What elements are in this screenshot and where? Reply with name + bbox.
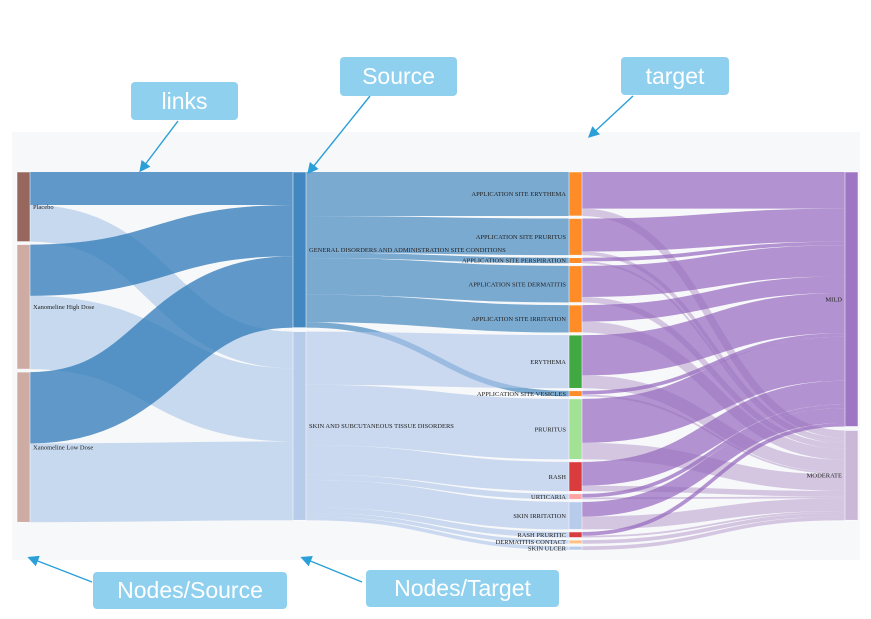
node-irr[interactable] — [568, 304, 583, 333]
link-persp-mild[interactable] — [581, 241, 846, 262]
node-label-pruritus: PRURITUS — [535, 426, 567, 433]
node-persp[interactable] — [568, 257, 583, 264]
node-erythema[interactable] — [568, 334, 583, 389]
node-skirr[interactable] — [568, 501, 583, 530]
node-label-vesic: APPLICATION SITE VESICLES — [477, 391, 566, 398]
node-rashp[interactable] — [568, 531, 583, 538]
node-label-mod: MODERATE — [807, 473, 842, 480]
link-gen-persp[interactable] — [305, 252, 570, 264]
node-derm[interactable] — [568, 265, 583, 303]
node-label-prur: APPLICATION SITE PRURITUS — [476, 234, 567, 241]
link-vesic-mild[interactable] — [581, 333, 846, 395]
node-label-ulcer: SKIN ULCER — [528, 545, 567, 552]
nodes-layer — [16, 171, 859, 551]
link-skin-rashp[interactable] — [305, 507, 570, 538]
link-placebo-skin[interactable] — [29, 204, 294, 369]
links-callout: links — [131, 82, 238, 120]
link-erythema-mild[interactable] — [581, 292, 846, 376]
node-gen[interactable] — [292, 171, 307, 328]
node-pruritus[interactable] — [568, 398, 583, 460]
link-rashp-mild[interactable] — [581, 422, 846, 536]
link-skin-urt[interactable] — [305, 474, 570, 500]
link-irr-mild[interactable] — [581, 276, 846, 322]
link-skin-pruritus[interactable] — [305, 384, 570, 460]
link-skin-dermc[interactable] — [305, 512, 570, 544]
link-gen-irr[interactable] — [305, 294, 570, 333]
node-high[interactable] — [16, 244, 31, 370]
node-label-irr: APPLICATION SITE IRRITATION — [471, 316, 566, 323]
link-derm-mild[interactable] — [581, 245, 846, 297]
link-skin-skirr[interactable] — [305, 479, 570, 530]
node-mild[interactable] — [844, 171, 859, 427]
node-skin[interactable] — [292, 331, 307, 521]
node-label-mild: MILD — [825, 296, 842, 303]
nodes-source-callout: Nodes/Source — [93, 572, 287, 609]
link-pruritus-mild[interactable] — [581, 336, 846, 443]
node-dermc[interactable] — [568, 539, 583, 544]
node-prur[interactable] — [568, 218, 583, 256]
node-low[interactable] — [16, 371, 31, 523]
link-gen-derm[interactable] — [305, 258, 570, 303]
link-low-skin[interactable] — [29, 441, 294, 523]
node-vesic[interactable] — [568, 390, 583, 397]
nodes-target-callout: Nodes/Target — [366, 570, 559, 607]
node-ery[interactable] — [568, 171, 583, 217]
link-urt-mild[interactable] — [581, 404, 846, 498]
link-skin-erythema[interactable] — [305, 331, 570, 389]
node-rash[interactable] — [568, 461, 583, 492]
node-label-placebo: Placebo — [33, 204, 54, 211]
node-label-ery: APPLICATION SITE ERYTHEMA — [471, 191, 566, 198]
node-label-urt: URTICARIA — [531, 494, 566, 501]
labels-layer: Placebo Xanomeline High Dose Xanomeline Lo… — [33, 191, 842, 552]
node-label-erythema: ERYTHEMA — [530, 359, 566, 366]
link-rashp-mod[interactable] — [581, 511, 846, 538]
node-ulcer[interactable] — [568, 546, 583, 551]
node-placebo[interactable] — [16, 171, 31, 242]
link-gen-prur[interactable] — [305, 215, 570, 256]
link-rash-mild[interactable] — [581, 380, 846, 486]
node-label-skin: SKIN AND SUBCUTANEOUS TISSUE DISORDERS — [309, 423, 454, 430]
target-callout: target — [621, 57, 729, 95]
link-ulcer-mod[interactable] — [581, 516, 846, 550]
node-label-high: Xanomeline High Dose — [33, 304, 94, 311]
link-low-gen[interactable] — [28, 256, 295, 444]
node-label-rash: RASH — [549, 474, 567, 481]
node-mod[interactable] — [844, 430, 859, 521]
node-label-dermc: DERMATITIS CONTACT — [496, 539, 566, 546]
node-urt[interactable] — [568, 493, 583, 500]
link-urt-mod[interactable] — [581, 496, 846, 500]
node-label-rashp: RASH PRURITIC — [517, 532, 566, 539]
node-label-skirr: SKIN IRRITATION — [513, 513, 566, 520]
link-skirr-mild[interactable] — [581, 408, 846, 517]
link-skin-rash[interactable] — [305, 445, 570, 492]
node-label-persp: APPLICATION SITE PERSPIRATION — [462, 258, 566, 265]
link-rash-mod[interactable] — [581, 485, 846, 497]
links-layer — [28, 171, 846, 550]
link-dermc-mod[interactable] — [581, 512, 846, 544]
link-high-gen[interactable] — [29, 204, 294, 296]
node-label-gen: GENERAL DISORDERS AND ADMINISTRATION SIT… — [309, 247, 506, 254]
link-skirr-mod[interactable] — [581, 498, 846, 530]
link-skin-ulcer[interactable] — [305, 516, 570, 550]
link-prur-mild[interactable] — [581, 208, 846, 252]
node-label-low: Xanomeline Low Dose — [33, 444, 93, 451]
node-label-derm: APPLICATION SITE DERMATITIS — [469, 281, 567, 288]
source-callout: Source — [340, 57, 457, 96]
